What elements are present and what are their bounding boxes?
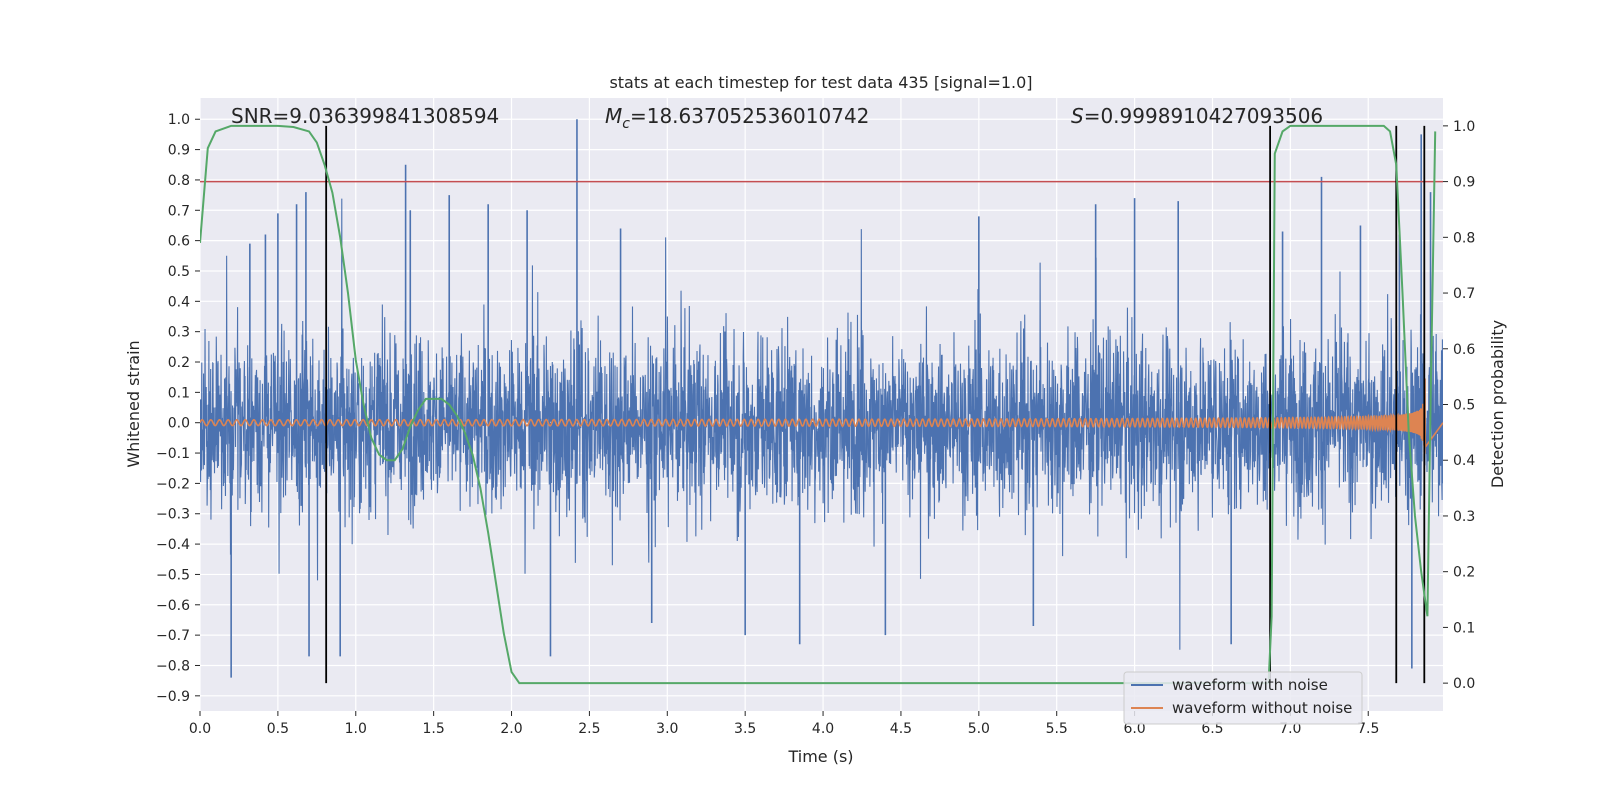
- x-tick-label: 4.0: [812, 721, 834, 737]
- snr-annotation: SNR=9.036399841308594: [231, 104, 499, 128]
- y-left-tick-label: −0.8: [156, 658, 190, 674]
- y-right-tick-label: 0.9: [1453, 175, 1475, 191]
- x-tick-label: 6.0: [1123, 721, 1145, 737]
- y-left-tick-label: −0.1: [156, 446, 190, 462]
- legend-label-noise: waveform with noise: [1172, 676, 1328, 694]
- x-tick-label: 5.0: [968, 721, 990, 737]
- y-right-tick-label: 0.5: [1453, 398, 1475, 414]
- y-right-tick-label: 0.7: [1453, 286, 1475, 302]
- y-right-tick-label: 1.0: [1453, 119, 1475, 135]
- score-symbol: S: [1071, 104, 1084, 128]
- x-tick-label: 1.5: [423, 721, 445, 737]
- x-tick-label: 2.5: [578, 721, 600, 737]
- x-tick-label: 3.5: [734, 721, 756, 737]
- y-right-tick-label: 0.3: [1453, 509, 1475, 525]
- y-right-tick-label: 0.2: [1453, 565, 1475, 581]
- y-left-tick-label: −0.5: [156, 567, 190, 583]
- y-left-tick-label: 0.1: [168, 385, 190, 401]
- x-tick-label: 2.0: [500, 721, 522, 737]
- chirp-mass-subscript: c: [622, 116, 630, 132]
- x-axis-label: Time (s): [787, 747, 853, 766]
- x-tick-label: 7.5: [1357, 721, 1379, 737]
- score-value: =0.9998910427093506: [1084, 104, 1323, 128]
- x-tick-label: 6.5: [1201, 721, 1223, 737]
- probability-series: [200, 124, 1437, 685]
- x-tick-label: 0.5: [267, 721, 289, 737]
- y-left-tick-label: 0.0: [168, 416, 190, 432]
- chirp-mass-annotation: Mc=18.637052536010742: [605, 104, 869, 132]
- y-left-tick-label: −0.2: [156, 476, 190, 492]
- score-annotation: S=0.9998910427093506: [1071, 104, 1323, 128]
- chirp-mass-symbol: M: [605, 104, 622, 128]
- legend: waveform with noise waveform without noi…: [1123, 671, 1363, 725]
- y-right-tick-label: 0.0: [1453, 676, 1475, 692]
- signal-trace: [200, 378, 1443, 454]
- y-left-tick-label: 0.5: [168, 264, 190, 280]
- x-tick-label: 3.0: [656, 721, 678, 737]
- x-tick-label: 1.0: [345, 721, 367, 737]
- y-left-tick-label: 0.8: [168, 173, 190, 189]
- y-left-tick-label: 0.3: [168, 325, 190, 341]
- y-right-tick-label: 0.6: [1453, 342, 1475, 358]
- legend-box: [1123, 671, 1363, 725]
- y-left-axis-ticks: 1.0 0.9 0.8 0.7 0.6 0.5 0.4 0.3 0.2 0.1 0.0 −0.1 −0.…: [156, 112, 200, 705]
- y-right-axis-label: Detection probability: [1488, 320, 1507, 488]
- y-left-tick-label: 0.9: [168, 143, 190, 159]
- x-tick-label: 7.0: [1279, 721, 1301, 737]
- y-left-tick-label: −0.9: [156, 689, 190, 705]
- y-left-tick-label: 0.4: [168, 294, 190, 310]
- y-right-tick-label: 0.1: [1453, 620, 1475, 636]
- y-right-axis-ticks: 1.0 0.9 0.8 0.7 0.6 0.5 0.4 0.3 0.2 0.1 0.0: [1443, 119, 1475, 692]
- y-left-tick-label: 0.7: [168, 203, 190, 219]
- y-left-tick-label: 0.6: [168, 234, 190, 250]
- probability-trace: [200, 124, 1437, 685]
- y-right-tick-label: 0.4: [1453, 453, 1475, 469]
- y-left-axis-label: Whitened strain: [124, 340, 143, 467]
- chart-title: stats at each timestep for test data 435…: [609, 73, 1032, 92]
- x-tick-label: 0.0: [189, 721, 211, 737]
- signal-series: [200, 378, 1443, 454]
- y-left-tick-label: −0.3: [156, 507, 190, 523]
- x-tick-label: 5.5: [1046, 721, 1068, 737]
- y-left-tick-label: 1.0: [168, 112, 190, 128]
- x-tick-label: 4.5: [890, 721, 912, 737]
- y-left-tick-label: −0.6: [156, 598, 190, 614]
- legend-label-signal: waveform without noise: [1172, 699, 1352, 717]
- y-left-tick-label: −0.7: [156, 628, 190, 644]
- y-left-tick-label: 0.2: [168, 355, 190, 371]
- chirp-mass-value: =18.637052536010742: [630, 104, 869, 128]
- x-axis-ticks: 0.0 0.5 1.0 1.5 2.0 2.5 3.0 3.5 4.0 4.5 5.0 5.5 6.0 6…: [189, 711, 1379, 737]
- y-right-tick-label: 0.8: [1453, 230, 1475, 246]
- y-left-tick-label: −0.4: [156, 537, 190, 553]
- noise-trace: [200, 198, 1443, 650]
